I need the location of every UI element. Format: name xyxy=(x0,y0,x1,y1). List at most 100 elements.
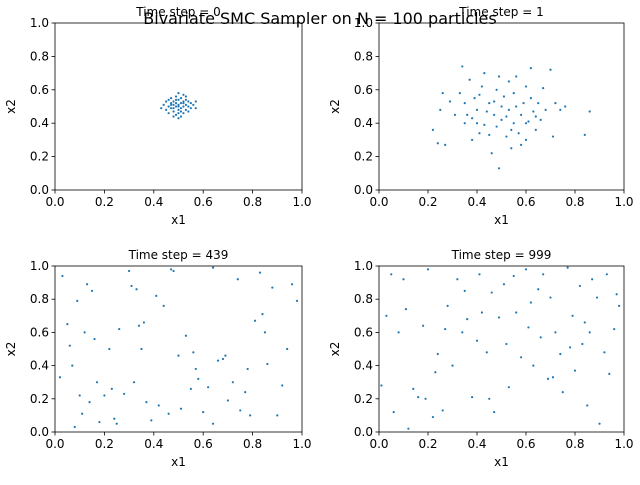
scatter-point xyxy=(542,87,545,90)
scatter-point xyxy=(527,120,530,123)
scatter-point xyxy=(490,152,493,155)
scatter-point xyxy=(258,271,262,274)
scatter-point xyxy=(123,392,126,395)
scatter-point xyxy=(165,108,168,111)
scatter-point xyxy=(397,331,400,334)
scatter-point xyxy=(187,105,190,108)
y-tick-label: 0.8 xyxy=(30,292,49,306)
scatter-point xyxy=(78,394,81,397)
scatter-point xyxy=(174,95,178,98)
subplot-title: Time step = 439 xyxy=(128,248,229,262)
scatter-point xyxy=(216,359,220,362)
scatter-point xyxy=(515,105,518,108)
scatter-point xyxy=(588,331,591,334)
scatter-point xyxy=(524,138,528,141)
scatter-point xyxy=(246,367,249,371)
y-tick-label: 0.0 xyxy=(354,425,373,439)
subplot-title: Time step = 999 xyxy=(451,248,552,262)
scatter-point xyxy=(81,412,84,415)
scatter-point xyxy=(179,115,183,118)
scatter-point xyxy=(174,102,178,105)
scatter-point xyxy=(140,347,143,351)
scatter-point xyxy=(184,103,188,106)
scatter-point xyxy=(83,331,86,334)
scatter-point xyxy=(591,278,594,281)
scatter-point xyxy=(58,376,62,379)
scatter-point xyxy=(444,143,447,147)
scatter-point xyxy=(162,304,165,307)
scatter-point xyxy=(451,364,454,367)
scatter-point xyxy=(578,284,582,288)
scatter-point xyxy=(172,269,175,273)
scatter-point xyxy=(510,128,513,131)
scatter-point xyxy=(174,98,178,101)
x-tick-label: 1.0 xyxy=(292,195,311,209)
scatter-point xyxy=(539,336,542,339)
scatter-point xyxy=(468,78,471,81)
x-tick-label: 0.6 xyxy=(194,437,213,451)
axes-frame xyxy=(378,22,625,191)
scatter-point xyxy=(404,308,408,311)
scatter-point xyxy=(471,138,474,141)
scatter-point xyxy=(483,123,486,126)
scatter-point xyxy=(165,100,168,103)
x-axis-label: x1 xyxy=(171,455,186,469)
scatter-points xyxy=(160,92,197,120)
subplot-title: Time step = 0 xyxy=(135,5,220,19)
subplots: 0.0 0.2 0.4 0.6 0.8 1.0 0.0 0.2 0.4 0.6 0.8 1.0 Time… xyxy=(4,5,634,469)
scatter-point xyxy=(431,415,434,419)
scatter-point xyxy=(448,100,452,103)
scatter-point xyxy=(90,289,94,292)
scatter-point xyxy=(103,394,106,397)
scatter-point xyxy=(115,422,118,425)
scatter-point xyxy=(179,102,183,105)
scatter-point xyxy=(182,102,185,105)
scatter-point xyxy=(187,110,190,113)
scatter-point xyxy=(588,110,591,113)
scatter-point xyxy=(184,108,188,111)
scatter-point xyxy=(512,122,515,125)
scatter-point xyxy=(595,296,599,299)
scatter-point xyxy=(598,422,601,425)
scatter-point xyxy=(546,377,550,380)
scatter-point xyxy=(554,331,557,334)
scatter-point xyxy=(167,105,170,108)
scatter-point xyxy=(564,105,567,108)
scatter-point xyxy=(507,386,510,389)
y-tick-label: 1.0 xyxy=(30,16,49,30)
scatter-point xyxy=(182,112,185,115)
scatter-point xyxy=(497,316,501,319)
scatter-point xyxy=(390,273,393,276)
scatter-point xyxy=(520,143,523,147)
scatter-point xyxy=(182,105,185,108)
scatter-point xyxy=(184,98,188,101)
x-tick-label: 0.4 xyxy=(144,195,163,209)
scatter-point xyxy=(68,344,71,347)
scatter-point xyxy=(412,387,415,390)
x-tick-label: 0.2 xyxy=(418,195,437,209)
scatter-point xyxy=(276,414,279,417)
x-axis-label: x1 xyxy=(171,213,186,227)
y-tick-label: 1.0 xyxy=(354,259,373,273)
scatter-point xyxy=(549,68,552,71)
scatter-point xyxy=(493,113,496,116)
scatter-point xyxy=(446,304,449,307)
scatter-point xyxy=(172,107,175,110)
y-axis-label: x2 xyxy=(328,99,342,114)
y-tick-label: 0.2 xyxy=(354,150,373,164)
scatter-point xyxy=(485,110,488,113)
y-axis-label: x2 xyxy=(4,342,18,357)
subplot-title: Time step = 1 xyxy=(458,5,543,19)
scatter-point xyxy=(532,364,535,367)
y-tick-label: 0.4 xyxy=(30,359,49,373)
scatter-point xyxy=(177,108,180,111)
scatter-point xyxy=(586,404,589,407)
scatter-point xyxy=(167,98,170,101)
scatter-point xyxy=(561,391,564,394)
scatter-point xyxy=(512,274,515,278)
scatter-point xyxy=(182,100,185,103)
scatter-point xyxy=(500,105,503,108)
x-axis-label: x1 xyxy=(494,213,509,227)
scatter-point xyxy=(524,122,528,125)
scatter-point xyxy=(475,108,479,111)
